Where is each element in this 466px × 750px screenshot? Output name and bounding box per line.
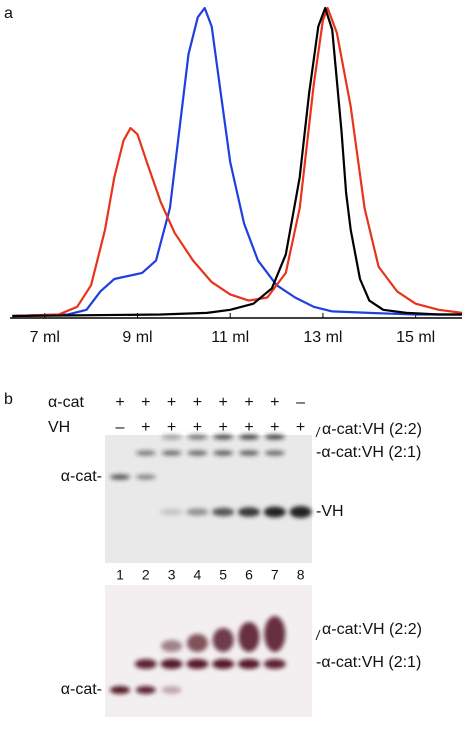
band (186, 508, 209, 516)
lane-number: 5 (219, 567, 227, 583)
bands (110, 434, 312, 694)
band (212, 659, 235, 669)
sign: + (167, 419, 176, 436)
sign: + (219, 419, 228, 436)
band (161, 434, 182, 440)
band (161, 640, 183, 652)
row-label: VH (48, 419, 70, 436)
blot-label: α-cat:VH (2:2) (322, 621, 422, 638)
lane-number: 8 (297, 567, 305, 583)
sign: + (270, 419, 279, 436)
band (110, 686, 130, 694)
panel-label: b (4, 391, 13, 408)
sign: + (141, 419, 150, 436)
lane-number: 2 (142, 567, 150, 583)
sign: + (296, 419, 305, 436)
band (160, 509, 183, 515)
sign: – (296, 394, 305, 411)
band (264, 434, 285, 440)
band (238, 622, 260, 652)
label-tick (315, 629, 321, 641)
sign: + (244, 419, 253, 436)
blot-label: -α-cat:VH (2:1) (316, 654, 421, 671)
band (135, 474, 156, 480)
lane-number: 4 (194, 567, 202, 583)
band (238, 659, 260, 669)
x-tick-label: 13 ml (303, 329, 342, 346)
sign: + (270, 394, 279, 411)
lane-number: 6 (245, 567, 253, 583)
row-label: α-cat (48, 394, 84, 411)
blot-label: -α-cat:VH (2:1) (316, 444, 421, 461)
band (186, 659, 209, 669)
band (239, 450, 259, 456)
band (263, 659, 286, 669)
sign: + (167, 394, 176, 411)
lane-number: 7 (271, 567, 279, 583)
band (161, 686, 182, 694)
blot-label: α-cat- (61, 681, 102, 698)
band (212, 507, 235, 517)
sign: + (244, 394, 253, 411)
band (264, 450, 285, 456)
blot-2 (105, 585, 312, 717)
sign: + (193, 394, 202, 411)
band (160, 659, 183, 669)
band (134, 659, 157, 669)
band (187, 450, 208, 456)
band (213, 434, 234, 440)
band (212, 628, 234, 652)
band (239, 434, 259, 440)
line-series (12, 6, 463, 318)
band (289, 506, 312, 518)
blot-label: -VH (316, 503, 344, 520)
line-series (12, 6, 462, 318)
band (186, 634, 208, 652)
band (135, 450, 156, 456)
panel-label: a (4, 5, 13, 22)
label-tick (315, 426, 321, 438)
band (135, 686, 156, 694)
band (238, 507, 260, 517)
sign: + (141, 394, 150, 411)
band (161, 450, 182, 456)
lane-number: 3 (168, 567, 176, 583)
x-tick-label: 11 ml (211, 329, 249, 346)
sign: + (115, 394, 124, 411)
lane-number: 1 (116, 567, 124, 583)
blot-label: α-cat- (61, 468, 102, 485)
band (187, 434, 208, 440)
blot-1 (105, 435, 312, 563)
band (110, 474, 130, 480)
blot-label: α-cat:VH (2:2) (322, 421, 422, 438)
band (264, 616, 286, 652)
sign: + (193, 419, 202, 436)
x-tick-label: 15 ml (396, 329, 435, 346)
band (263, 506, 286, 518)
band (213, 450, 234, 456)
x-tick-label: 7 ml (30, 329, 60, 346)
sign: + (219, 394, 228, 411)
line-series (12, 6, 462, 318)
sign: – (116, 419, 125, 436)
x-tick-label: 9 ml (122, 329, 152, 346)
